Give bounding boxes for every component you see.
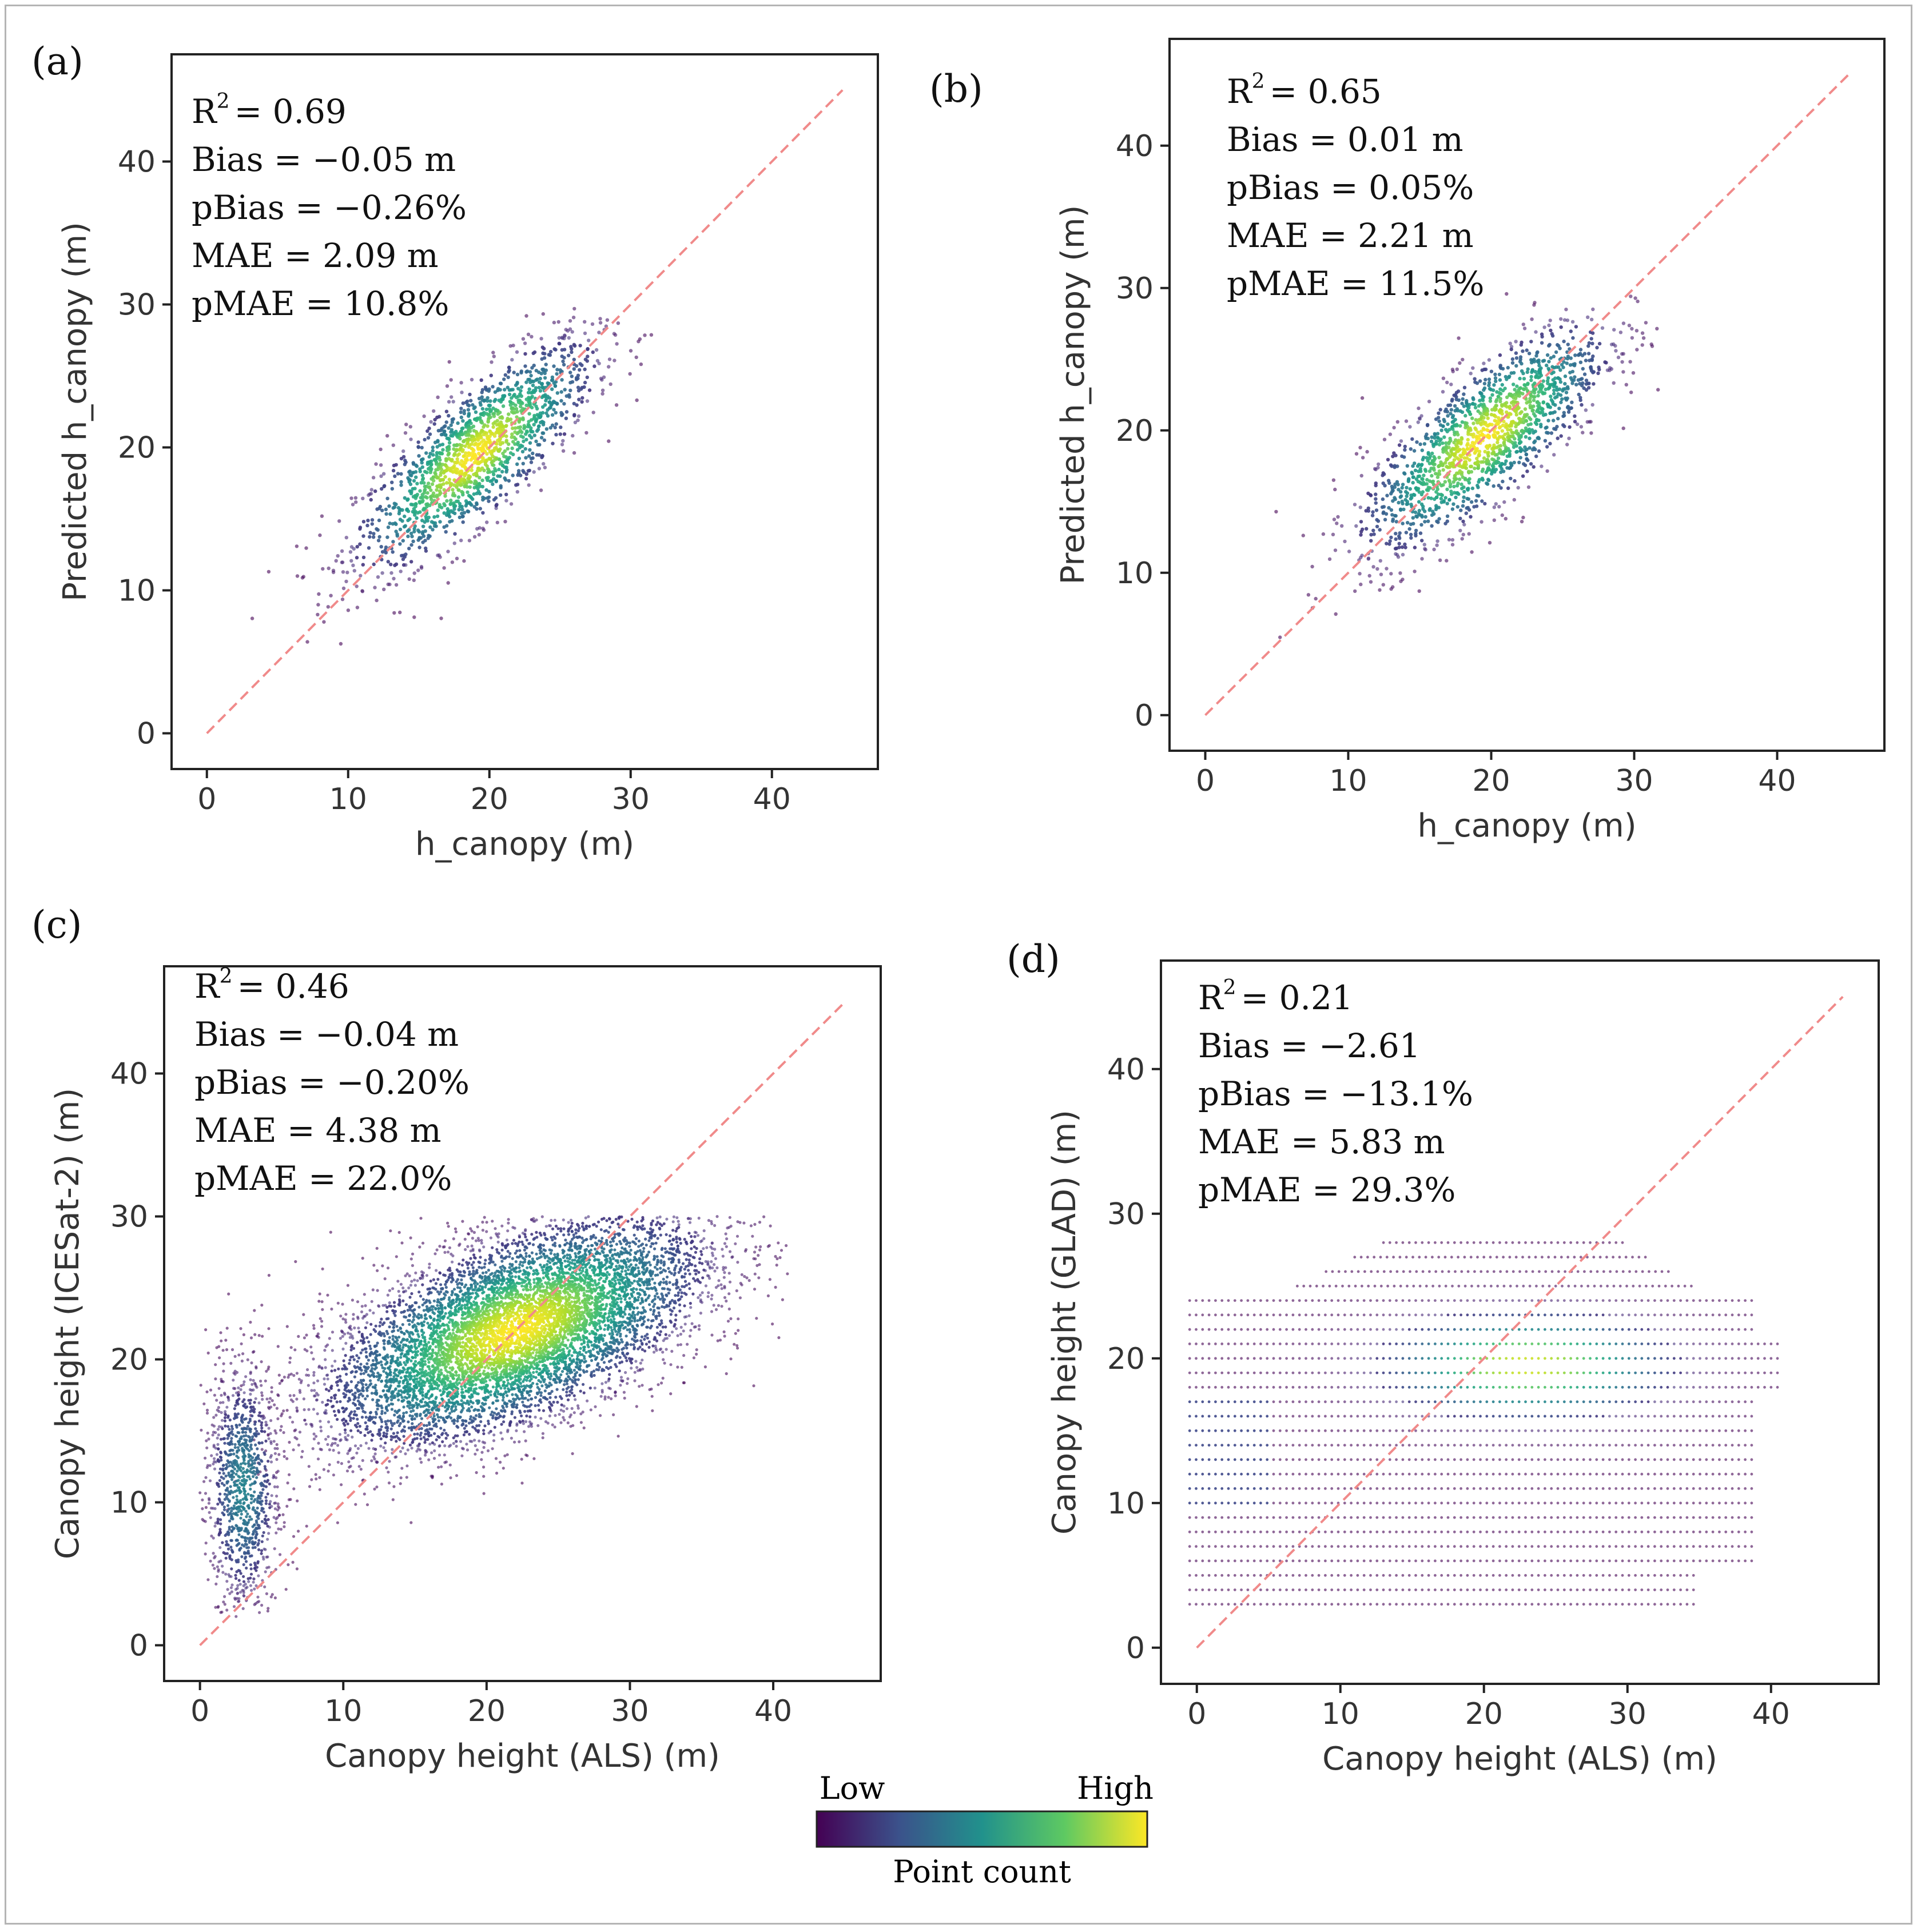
figure-frame [5, 5, 1912, 1925]
